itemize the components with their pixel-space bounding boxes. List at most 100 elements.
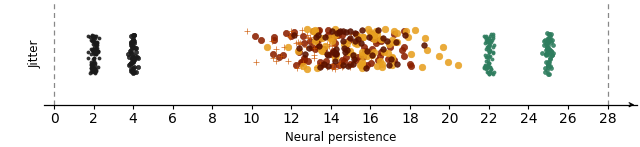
Point	[319, 53, 330, 55]
Point	[316, 37, 326, 39]
Point	[86, 49, 97, 51]
Point	[540, 67, 550, 70]
Point	[547, 44, 557, 46]
Point	[542, 46, 552, 49]
Point	[126, 62, 136, 64]
Point	[547, 54, 557, 56]
Point	[327, 44, 337, 46]
Point	[87, 63, 97, 65]
Point	[328, 51, 339, 53]
Point	[303, 37, 313, 40]
Point	[375, 55, 385, 57]
Point	[88, 69, 99, 72]
Point	[305, 40, 315, 42]
Point	[366, 56, 376, 58]
Point	[89, 48, 99, 50]
Point	[88, 39, 98, 41]
Point	[124, 64, 134, 66]
Point	[544, 61, 554, 63]
Point	[486, 33, 496, 36]
Point	[337, 58, 348, 61]
Point	[481, 35, 492, 37]
Point	[545, 58, 556, 61]
Point	[383, 57, 393, 60]
Point	[339, 59, 349, 62]
Point	[284, 35, 294, 37]
Point	[540, 39, 550, 41]
Point	[333, 30, 344, 33]
Point	[295, 41, 305, 44]
Point	[344, 39, 354, 41]
Point	[392, 41, 402, 43]
Point	[346, 33, 356, 35]
Point	[377, 66, 387, 69]
Point	[480, 42, 490, 44]
Point	[129, 58, 139, 61]
Point	[483, 66, 493, 69]
Point	[128, 57, 138, 59]
Point	[86, 53, 97, 55]
Point	[544, 48, 554, 51]
Point	[339, 43, 349, 45]
Point	[482, 56, 492, 58]
Point	[403, 36, 413, 38]
Point	[438, 46, 448, 48]
Point	[314, 66, 324, 68]
Point	[126, 49, 136, 51]
Point	[88, 36, 98, 39]
Point	[126, 69, 136, 72]
Point	[86, 67, 96, 69]
Point	[542, 52, 552, 55]
Point	[339, 64, 349, 66]
Point	[88, 63, 98, 65]
Point	[255, 39, 266, 41]
Point	[387, 57, 397, 59]
Point	[396, 49, 406, 52]
Point	[91, 69, 101, 71]
Point	[94, 57, 104, 60]
Point	[88, 47, 98, 50]
Point	[483, 70, 493, 73]
Point	[539, 44, 549, 46]
Point	[341, 48, 351, 51]
Point	[296, 61, 306, 63]
Point	[87, 39, 97, 42]
Point	[83, 34, 93, 37]
Point	[330, 34, 340, 36]
Point	[406, 53, 416, 55]
Point	[320, 35, 330, 38]
Point	[89, 40, 99, 42]
Point	[89, 36, 99, 38]
Point	[481, 38, 492, 40]
Point	[87, 63, 97, 65]
Point	[88, 62, 98, 64]
Point	[92, 50, 102, 53]
Point	[383, 52, 393, 54]
Point	[543, 66, 553, 68]
Point	[345, 37, 355, 39]
Point	[371, 29, 381, 32]
Point	[328, 35, 339, 37]
Point	[355, 42, 365, 44]
Point	[373, 59, 383, 61]
Point	[488, 35, 498, 37]
Point	[127, 43, 138, 46]
Point	[344, 50, 355, 52]
Point	[488, 73, 498, 75]
Point	[90, 52, 100, 54]
Point	[392, 62, 402, 65]
Point	[308, 29, 318, 32]
Point	[482, 46, 492, 48]
Point	[310, 29, 321, 31]
Point	[342, 49, 352, 52]
Point	[399, 45, 410, 48]
Point	[321, 66, 332, 69]
Point	[132, 65, 143, 68]
Point	[352, 42, 362, 45]
Point	[367, 54, 378, 56]
Point	[126, 43, 136, 46]
Point	[278, 54, 288, 56]
Point	[301, 28, 312, 30]
Point	[355, 64, 365, 66]
Point	[315, 63, 325, 65]
